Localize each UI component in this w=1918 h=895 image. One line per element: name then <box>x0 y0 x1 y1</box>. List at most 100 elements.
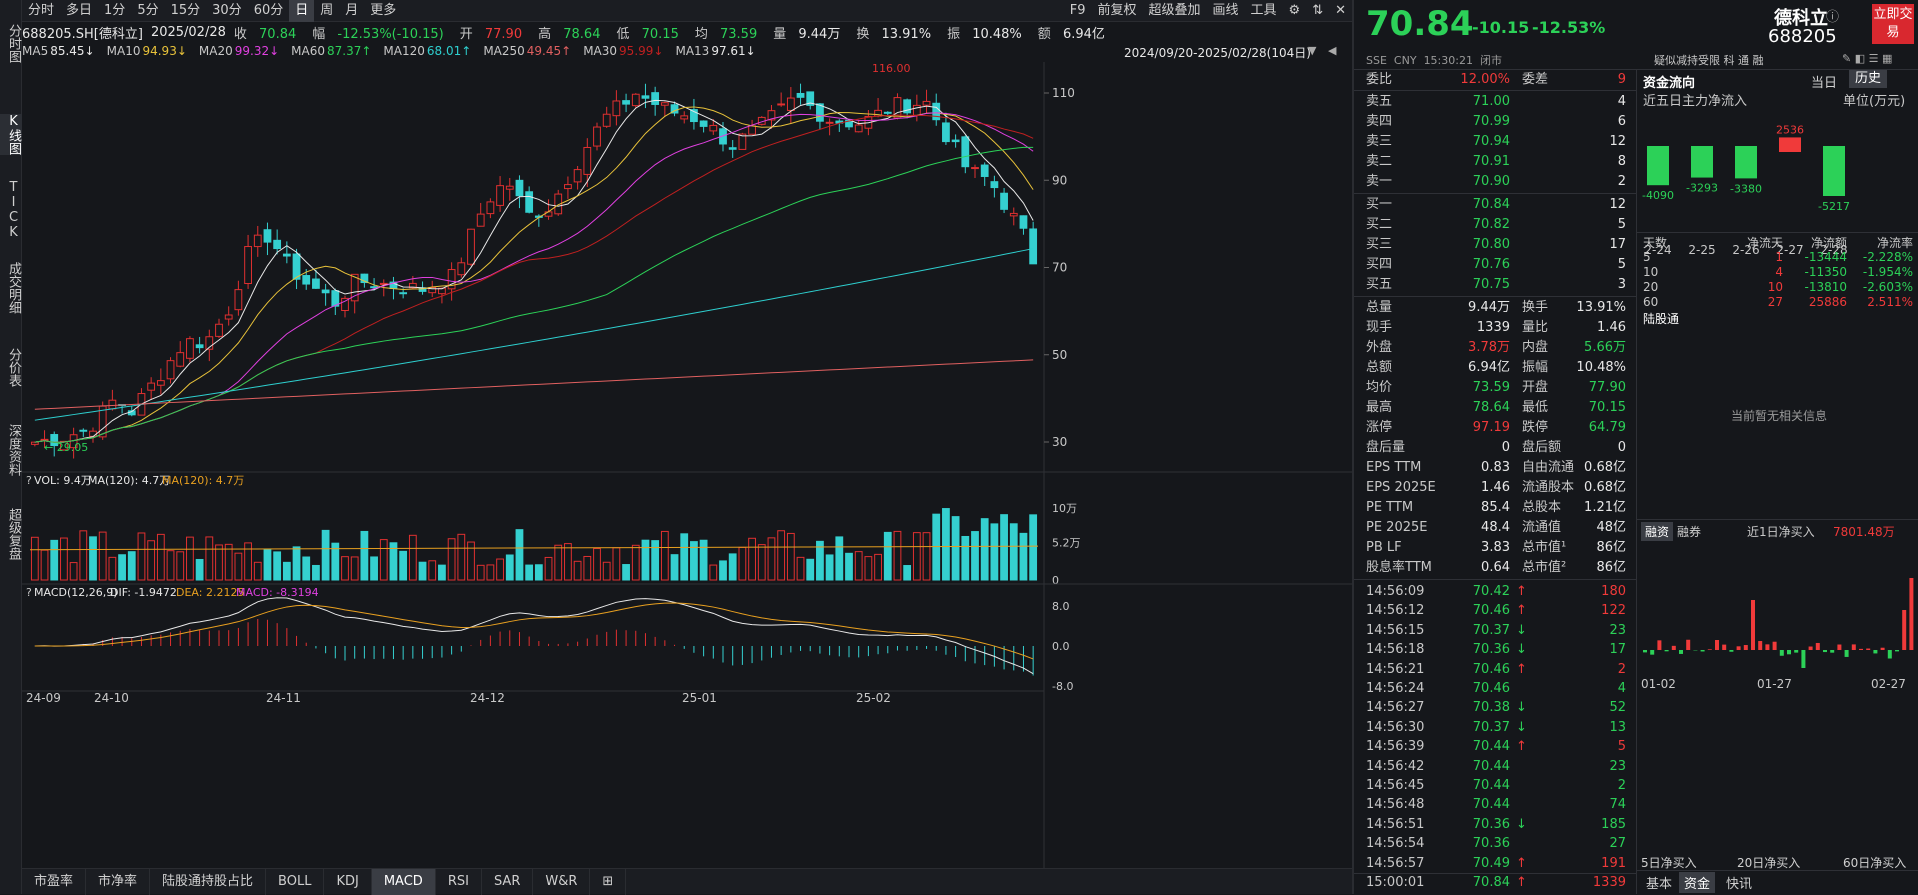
macd-value: MACD: -8.3194 <box>236 586 319 599</box>
vol-help-icon[interactable]: ? <box>26 474 32 487</box>
vtab-2[interactable]: TICK <box>0 180 22 240</box>
period-tab-0[interactable]: 分时 <box>22 0 60 22</box>
vtab-3[interactable]: 成交明细 <box>0 262 22 314</box>
info-icon[interactable]: ⓘ <box>1826 6 1839 25</box>
volume-bar <box>1001 515 1008 580</box>
volume-bar <box>623 565 630 580</box>
indicator-tab-5[interactable]: MACD <box>372 869 436 895</box>
indicator-tab-4[interactable]: KDJ <box>324 869 371 895</box>
tick-price: 70.37 <box>1420 718 1510 738</box>
footer-tab-1[interactable]: 资金 <box>1679 872 1715 893</box>
flow-bar-value: 2536 <box>1776 123 1804 136</box>
macd-label: MACD(12,26,9) <box>34 586 118 599</box>
candle-body <box>80 430 87 431</box>
settings-icon[interactable]: ⚙ <box>1283 0 1307 22</box>
price-axis-label: 110 <box>1052 86 1075 100</box>
indicator-tab-1[interactable]: 市净率 <box>86 869 150 895</box>
toolbar-action-0[interactable]: F9 <box>1064 0 1092 22</box>
volume-bar <box>293 547 300 580</box>
macd-help-icon[interactable]: ? <box>26 586 32 599</box>
collapse-icon[interactable]: ◀ <box>1328 44 1336 57</box>
margin-date: 01-27 <box>1757 677 1792 690</box>
vtab-1[interactable]: K线图 <box>0 114 22 155</box>
volume-bar <box>235 553 242 580</box>
candle-body <box>652 93 659 105</box>
period-tab-7[interactable]: 日 <box>289 0 314 22</box>
margin-bar <box>1722 645 1726 650</box>
period-tab-5[interactable]: 30分 <box>206 0 248 22</box>
vol-label: VOL: 9.4万 <box>34 474 92 487</box>
amt-label: 额 <box>1038 27 1051 42</box>
period-tab-8[interactable]: 周 <box>314 0 339 22</box>
period-tab-1[interactable]: 多日 <box>60 0 98 22</box>
period-tab-4[interactable]: 15分 <box>165 0 207 22</box>
stat-value: 86亿 <box>1554 558 1626 578</box>
indicator-tab-7[interactable]: SAR <box>482 869 533 895</box>
period-tab-3[interactable]: 5分 <box>131 0 164 22</box>
period-tab-9[interactable]: 月 <box>339 0 364 22</box>
wb-label: 委比 <box>1366 70 1392 90</box>
volume-bar <box>31 537 38 580</box>
low-label: 低 <box>616 27 629 42</box>
tick-volume: 1339 <box>1554 873 1626 893</box>
vtab-5[interactable]: 深度资料 <box>0 424 22 476</box>
ask-price: 70.90 <box>1420 172 1510 192</box>
indicator-tab-3[interactable]: BOLL <box>266 869 324 895</box>
indicator-tab-0[interactable]: 市盈率 <box>22 869 86 895</box>
volume-bar <box>720 561 727 580</box>
stat-label: 外盘 <box>1366 338 1392 358</box>
period-tab-10[interactable]: 更多 <box>364 0 402 22</box>
close-icon[interactable]: ✕ <box>1329 0 1352 22</box>
date-range[interactable]: 2024/09/20-2025/02/28(104日) <box>1124 44 1311 61</box>
indicator-tab-6[interactable]: RSI <box>436 869 482 895</box>
amp-value: 10.48% <box>972 27 1022 42</box>
margin-period-1[interactable]: 20日净买入 <box>1737 854 1800 871</box>
margin-tab-securities[interactable]: 融券 <box>1677 523 1701 540</box>
avg-value: 73.59 <box>720 27 757 42</box>
margin-bar <box>1758 641 1762 650</box>
indicator-tab-8[interactable]: W&R <box>533 869 590 895</box>
period-tab-6[interactable]: 60分 <box>248 0 290 22</box>
vtab-6[interactable]: 超级复盘 <box>0 508 22 560</box>
flow-table-cell: 1 <box>1723 250 1783 264</box>
margin-period-2[interactable]: 60日净买入 <box>1843 854 1906 871</box>
stat-value: 77.90 <box>1554 378 1626 398</box>
swap-icon[interactable]: ⇅ <box>1306 0 1329 22</box>
margin-tab-financing[interactable]: 融资 <box>1641 522 1673 541</box>
period-tab-2[interactable]: 1分 <box>98 0 131 22</box>
footer-tab-0[interactable]: 基本 <box>1641 872 1677 893</box>
trade-button[interactable]: 立即交易 <box>1872 4 1914 44</box>
flow-tab-history[interactable]: 历史 <box>1849 70 1887 88</box>
toolbar-action-1[interactable]: 前复权 <box>1091 0 1142 22</box>
margin-bar <box>1787 650 1791 654</box>
tool-icons[interactable]: ✎ ◧ ☰ ▦ <box>1842 52 1892 65</box>
toolbar-action-3[interactable]: 画线 <box>1207 0 1245 22</box>
tick-price: 70.36 <box>1420 640 1510 660</box>
vtab-4[interactable]: 分价表 <box>0 348 22 387</box>
tick-volume: 122 <box>1554 601 1626 621</box>
volume-bar <box>739 547 746 580</box>
range-dropdown-icon[interactable]: ▼ <box>1308 44 1316 57</box>
tick-time: 14:56:12 <box>1366 601 1424 621</box>
margin-period-0[interactable]: 5日净买入 <box>1641 854 1697 871</box>
tick-arrow-icon: ↓ <box>1516 621 1527 641</box>
tick-time: 14:56:18 <box>1366 640 1424 660</box>
vertical-tab-bar: 分时图 K线图 TICK 成交明细分价表深度资料超级复盘 <box>0 0 22 894</box>
margin-bar <box>1809 647 1813 650</box>
flow-tab-today[interactable]: 当日 <box>1807 72 1841 91</box>
candle-body <box>565 185 572 189</box>
bid-label: 买五 <box>1366 275 1392 295</box>
volume-bar <box>157 534 164 580</box>
add-indicator-icon[interactable]: ⊞ <box>590 869 626 895</box>
toolbar-action-2[interactable]: 超级叠加 <box>1142 0 1206 22</box>
vtab-0[interactable]: 分时图 <box>0 24 22 63</box>
ma-label: MA10 <box>107 44 141 58</box>
toolbar-action-4[interactable]: 工具 <box>1245 0 1283 22</box>
tick-time: 14:56:30 <box>1366 718 1424 738</box>
footer-tab-2[interactable]: 快讯 <box>1721 872 1757 893</box>
indicator-tab-2[interactable]: 陆股通持股占比 <box>150 869 266 895</box>
